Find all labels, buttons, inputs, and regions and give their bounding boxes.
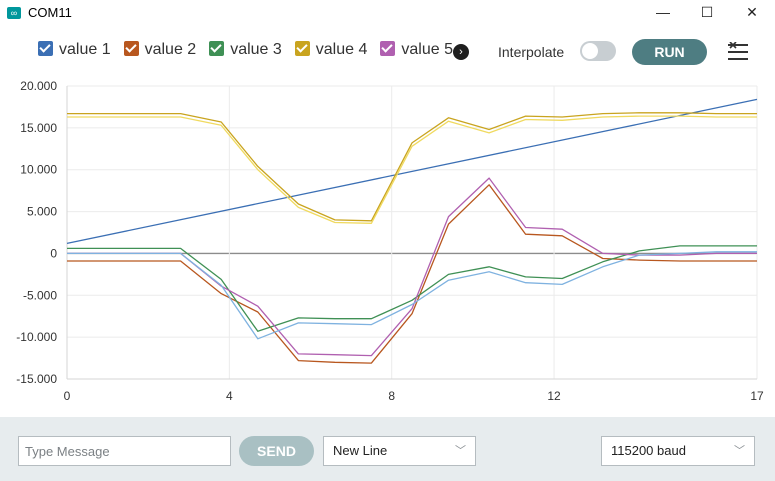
baud-rate-value: 115200 baud bbox=[611, 443, 686, 458]
legend-item[interactable]: value 1 bbox=[38, 41, 111, 59]
checkbox-icon[interactable] bbox=[123, 41, 139, 56]
x-tick-label: 17 bbox=[750, 389, 764, 403]
y-tick-label: 0 bbox=[50, 246, 57, 260]
title-bar: ∞ COM11 — ☐ ✕ bbox=[0, 0, 775, 27]
legend-item[interactable]: value 3 bbox=[209, 41, 282, 59]
legend-item[interactable]: value 4 bbox=[294, 41, 368, 59]
y-tick-label: 10.000 bbox=[20, 163, 57, 177]
legend-label: value 3 bbox=[230, 41, 282, 58]
arduino-icon: ∞ bbox=[7, 7, 21, 19]
axes: 20.000 15.000 10.000 5.000 0 -5.000 -10.000 -15… bbox=[16, 79, 764, 403]
series-line bbox=[67, 177, 757, 357]
y-tick-label: 5.000 bbox=[27, 205, 57, 219]
x-tick-label: 12 bbox=[547, 389, 561, 403]
interpolate-toggle[interactable] bbox=[580, 41, 616, 61]
grid bbox=[66, 85, 758, 380]
maximize-button[interactable]: ☐ bbox=[700, 4, 714, 20]
serial-input-bar: SEND New Line ﹀ 115200 baud ﹀ bbox=[0, 417, 775, 481]
line-ending-select[interactable]: New Line ﹀ bbox=[323, 436, 476, 466]
series-lines bbox=[66, 98, 758, 364]
x-tick-label: 0 bbox=[64, 389, 71, 403]
legend-scroll-right-icon[interactable]: › bbox=[453, 44, 469, 60]
series-line bbox=[67, 245, 757, 332]
x-tick-label: 4 bbox=[226, 389, 233, 403]
line-ending-value: New Line bbox=[333, 443, 388, 458]
close-button[interactable]: ✕ bbox=[746, 4, 758, 20]
checkbox-icon[interactable] bbox=[294, 41, 310, 56]
serial-plot-chart: 20.000 15.000 10.000 5.000 0 -5.000 -10.000 -15… bbox=[16, 79, 764, 403]
legend-label: value 1 bbox=[59, 41, 111, 58]
series-line bbox=[66, 98, 758, 245]
legend: value 1 value 2 value 3 value 4 value 5 bbox=[38, 41, 466, 65]
baud-rate-select[interactable]: 115200 baud ﹀ bbox=[601, 436, 755, 466]
legend-label: value 5 bbox=[401, 41, 453, 58]
toggle-knob bbox=[582, 43, 598, 59]
legend-label: value 2 bbox=[144, 41, 197, 58]
clear-plot-icon[interactable] bbox=[727, 42, 749, 62]
plotter-toolbar: value 1 value 2 value 3 value 4 value 5 › In… bbox=[0, 27, 775, 79]
y-tick-label: -10.000 bbox=[16, 330, 57, 344]
minimize-button[interactable]: — bbox=[656, 4, 670, 20]
y-tick-label: 15.000 bbox=[20, 121, 57, 135]
interpolate-label: Interpolate bbox=[498, 44, 565, 60]
series-line bbox=[67, 112, 757, 222]
legend-label: value 4 bbox=[315, 41, 368, 58]
checkbox-icon[interactable] bbox=[209, 41, 225, 56]
legend-item[interactable]: value 2 bbox=[123, 41, 197, 59]
message-input[interactable] bbox=[18, 436, 231, 466]
legend-item[interactable]: value 5 bbox=[380, 41, 453, 59]
chevron-down-icon: ﹀ bbox=[455, 445, 466, 457]
series-line bbox=[67, 251, 757, 340]
window-title: COM11 bbox=[28, 5, 72, 20]
checkbox-icon[interactable] bbox=[38, 41, 53, 56]
x-tick-label: 8 bbox=[388, 389, 395, 403]
y-tick-label: 20.000 bbox=[20, 79, 57, 93]
y-tick-label: -15.000 bbox=[16, 372, 57, 386]
chevron-down-icon: ﹀ bbox=[734, 445, 745, 457]
checkbox-icon[interactable] bbox=[380, 41, 396, 56]
series-line bbox=[67, 184, 757, 364]
series-line bbox=[67, 115, 757, 224]
send-button[interactable]: SEND bbox=[239, 436, 314, 466]
y-tick-label: -5.000 bbox=[23, 288, 57, 302]
run-button[interactable]: RUN bbox=[632, 39, 707, 65]
